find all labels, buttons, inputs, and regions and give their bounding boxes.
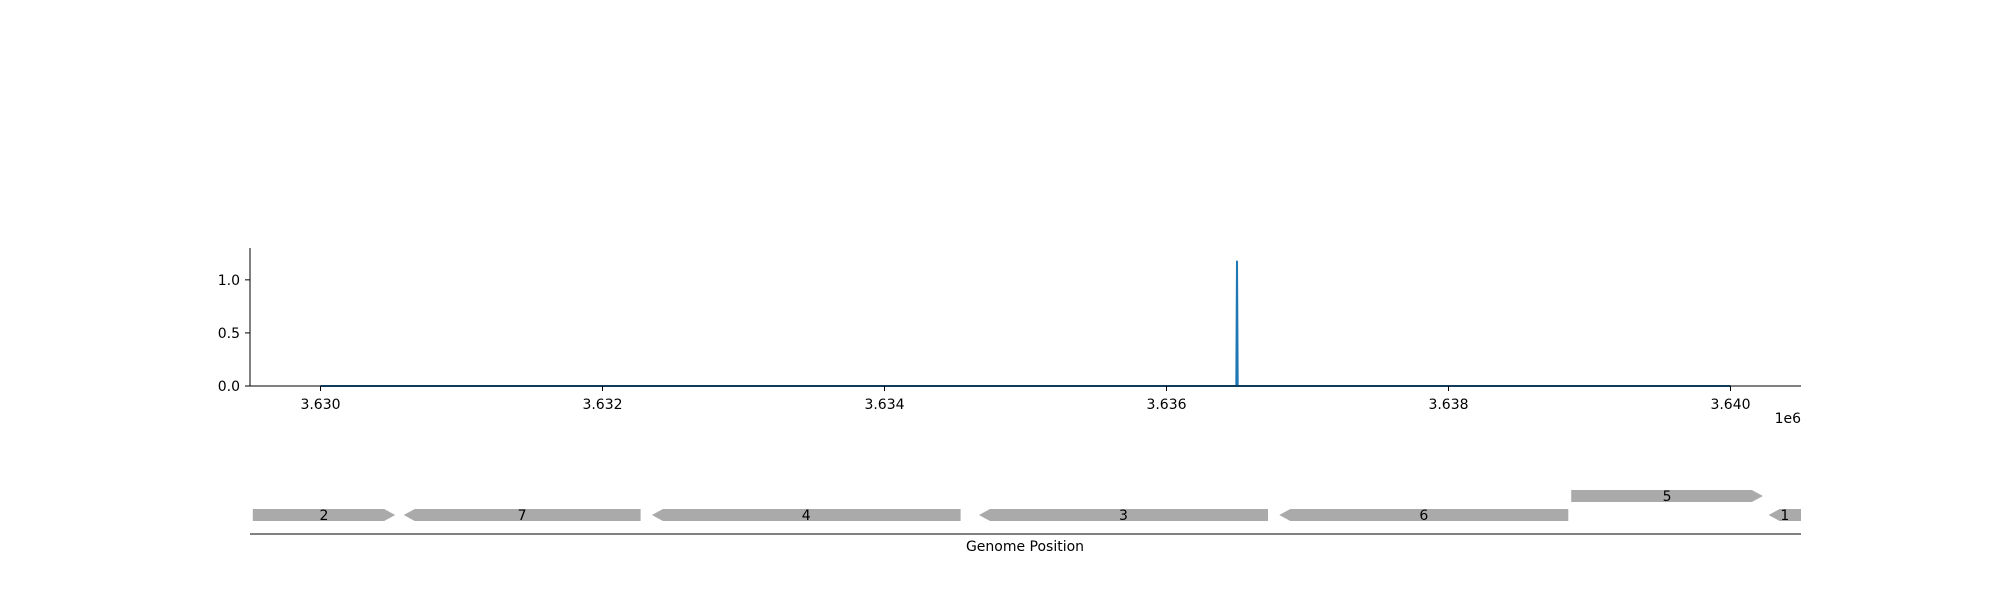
gene-arrow-4 xyxy=(651,509,961,521)
gene-label-6: 6 xyxy=(1419,508,1428,524)
gene-track: 2 7 4 3 6 5 1 Genome Position xyxy=(250,489,1801,555)
gene-arrow-6 xyxy=(1279,509,1569,521)
y-tick-label: 0.0 xyxy=(218,379,240,395)
gene-arrow-1 xyxy=(1768,509,1801,521)
x-tick-label: 3.630 xyxy=(300,397,340,413)
gene-label-3: 3 xyxy=(1119,508,1128,524)
gene-arrow-3 xyxy=(979,509,1268,521)
x-tick-label: 3.634 xyxy=(864,397,904,413)
x-tick-label: 3.640 xyxy=(1710,397,1750,413)
x-tick-layer: 3.630 3.632 3.634 3.636 3.638 3.640 xyxy=(300,386,1751,413)
gene-arrow-7 xyxy=(403,509,641,521)
y-tick-label: 1.0 xyxy=(218,273,240,289)
signal-plot: 3.630 3.632 3.634 3.636 3.638 3.640 0.0 0.5 1.0… xyxy=(218,248,1801,427)
signal-series-layer xyxy=(320,260,1731,387)
gene-arrow-2 xyxy=(252,509,396,521)
gene-arrow-5 xyxy=(1571,490,1763,502)
x-tick-label: 3.636 xyxy=(1146,397,1186,413)
x-axis-title: Genome Position xyxy=(966,539,1084,555)
y-tick-layer: 0.0 0.5 1.0 xyxy=(218,273,250,395)
x-tick-label: 3.638 xyxy=(1428,397,1468,413)
gene-label-2: 2 xyxy=(320,508,329,524)
gene-label-1: 1 xyxy=(1780,508,1789,524)
gene-label-5: 5 xyxy=(1663,489,1672,505)
signal-series-line-0 xyxy=(320,260,1731,387)
gene-label-4: 4 xyxy=(802,508,811,524)
gene-arrow-layer: 2 7 4 3 6 5 1 xyxy=(252,489,1801,524)
y-tick-label: 0.5 xyxy=(218,326,240,342)
gene-label-7: 7 xyxy=(518,508,527,524)
x-tick-label: 3.632 xyxy=(582,397,622,413)
x-offset-label: 1e6 xyxy=(1775,411,1802,427)
